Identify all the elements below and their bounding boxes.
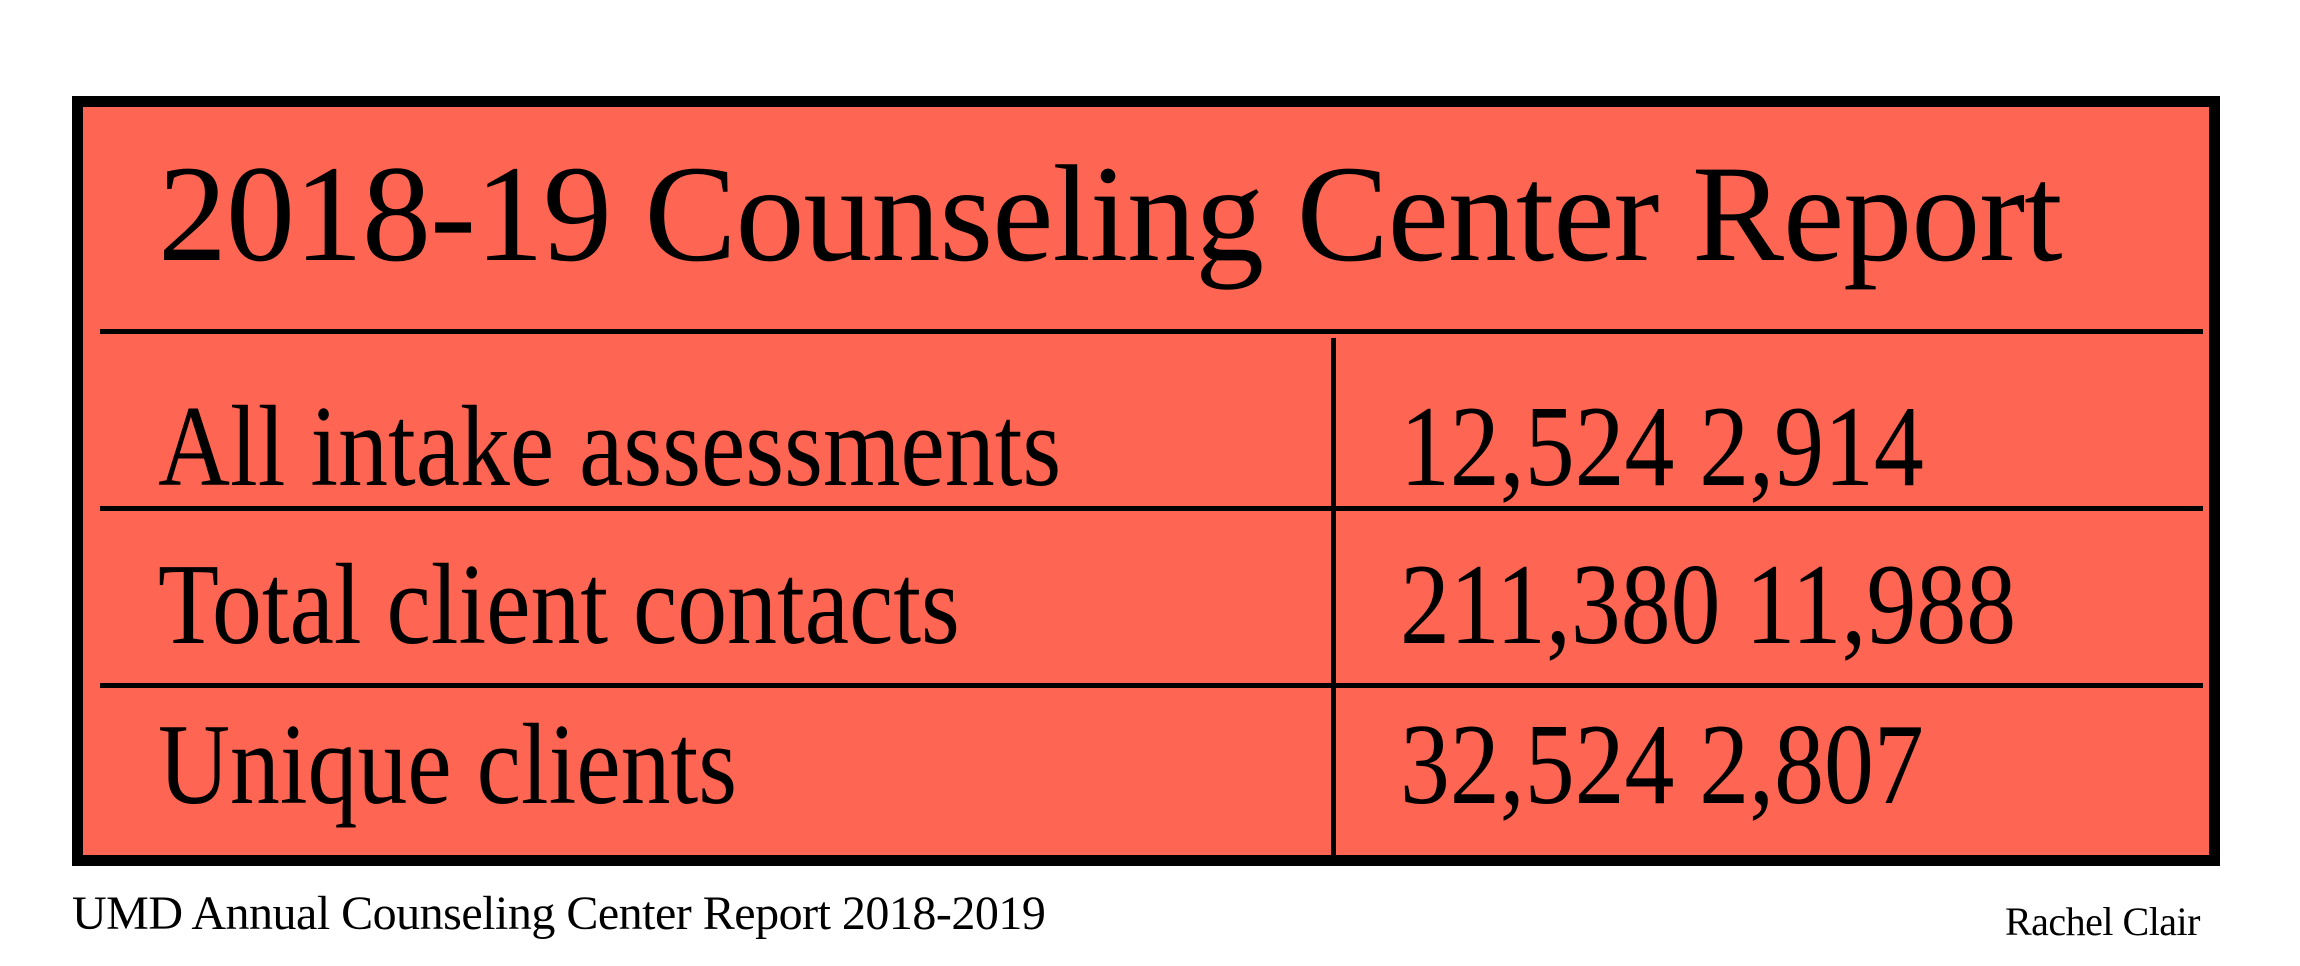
row-label-total-client-contacts: Total client contacts — [158, 541, 960, 669]
title-divider — [100, 329, 2203, 334]
row-label-intake-assessments: All intake assessments — [158, 383, 1062, 511]
row-label-unique-clients: Unique clients — [158, 701, 738, 829]
author-credit: Rachel Clair — [2004, 899, 2201, 944]
table-title: 2018-19 Counseling Center Report — [158, 137, 2063, 290]
source-caption: UMD Annual Counseling Center Report 2018… — [72, 887, 1046, 940]
row-divider — [100, 683, 2203, 688]
report-table: 2018-19 Counseling Center Report All int… — [72, 96, 2220, 866]
row-value-total-client-contacts: 211,380 11,988 — [1400, 541, 2017, 669]
row-divider — [100, 506, 2203, 511]
column-divider — [1331, 338, 1336, 857]
row-value-unique-clients: 32,524 2,807 — [1400, 701, 1924, 829]
row-value-intake-assessments: 12,524 2,914 — [1400, 383, 1924, 511]
